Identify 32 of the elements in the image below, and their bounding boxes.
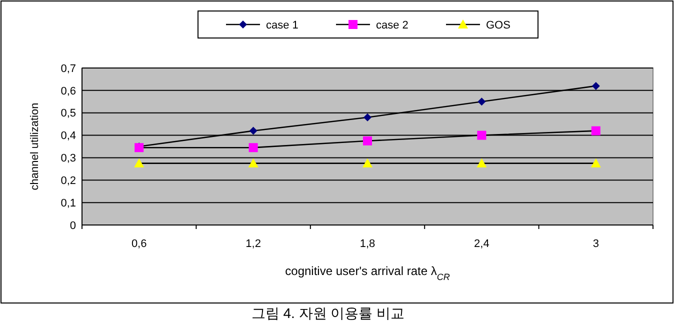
- point: [478, 98, 486, 106]
- y-tick-label: 0,5: [60, 108, 76, 120]
- x-axis-title: cognitive user's arrival rate λ$_{CR}$: [285, 264, 450, 282]
- point: [364, 113, 372, 122]
- point: [248, 158, 258, 168]
- legend-label: case 2: [376, 19, 408, 32]
- point: [362, 158, 372, 168]
- x-tick-label: 1,2: [246, 238, 261, 250]
- point: [363, 136, 372, 146]
- legend-label: GOS: [486, 19, 510, 32]
- point: [591, 126, 600, 136]
- point: [477, 130, 486, 140]
- x-tick-label: 3: [592, 238, 599, 250]
- y-tick-label: 0,4: [60, 130, 76, 142]
- caption: 그림 4. 자원 이용률 비교: [251, 305, 405, 321]
- y-tick-label: 0,2: [60, 174, 76, 187]
- x-tick-label: 2,4: [474, 238, 490, 250]
- y-tick-label: 0,7: [60, 62, 76, 75]
- y-axis-title: channel utilization: [29, 102, 41, 190]
- point: [590, 158, 601, 168]
- point: [476, 158, 487, 168]
- x-tick-label: 1,8: [360, 238, 376, 250]
- legend-label: case 1: [266, 19, 298, 32]
- y-tick-label: 0,1: [60, 197, 76, 210]
- point: [248, 143, 258, 152]
- point: [134, 158, 144, 168]
- point: [249, 126, 258, 135]
- y-tick-label: 0: [70, 220, 76, 232]
- x-tick-label: 0,6: [131, 238, 147, 250]
- y-tick-label: 0,3: [60, 152, 76, 165]
- point: [592, 82, 600, 90]
- y-tick-label: 0,6: [60, 85, 76, 98]
